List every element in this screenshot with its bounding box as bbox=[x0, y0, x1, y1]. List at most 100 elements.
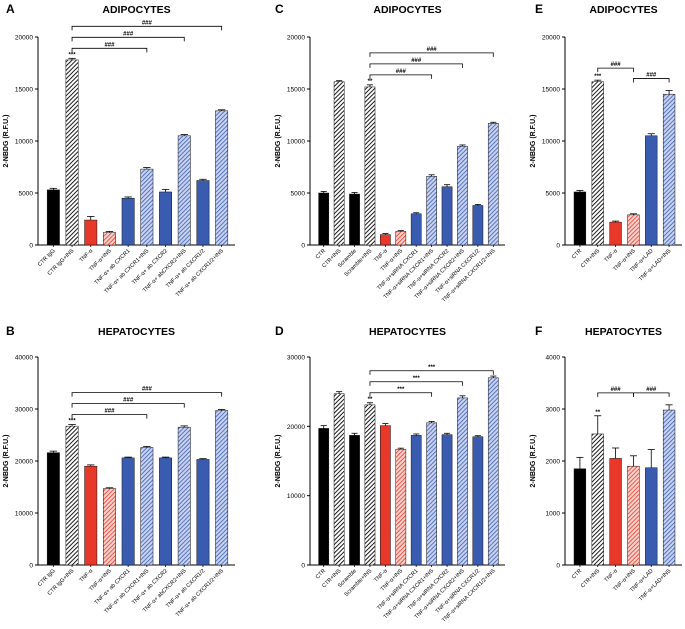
bracket-label: ### bbox=[123, 31, 134, 37]
bar bbox=[472, 436, 484, 566]
x-category-label: CTR bbox=[315, 248, 327, 260]
bar bbox=[426, 422, 437, 566]
y-tick-label: 0 bbox=[301, 563, 305, 570]
significance-bracket bbox=[633, 78, 670, 83]
panel-letter: A bbox=[6, 2, 15, 16]
bracket-label: ### bbox=[123, 398, 134, 404]
y-tick-label: 10000 bbox=[15, 511, 33, 518]
bar bbox=[487, 123, 499, 246]
significance-bracket bbox=[369, 392, 433, 397]
bracket-label: *** bbox=[413, 376, 421, 382]
bracket-label: *** bbox=[397, 387, 405, 393]
y-axis-label: 2-NBDG (R.F.U.) bbox=[530, 115, 537, 168]
bar bbox=[627, 465, 640, 566]
y-tick-label: 15000 bbox=[287, 87, 305, 94]
chart-title: HEPATOCYTES bbox=[369, 326, 446, 338]
y-tick-label: 40000 bbox=[15, 355, 33, 362]
significance-bracket bbox=[369, 381, 463, 386]
bar bbox=[364, 404, 376, 566]
bar bbox=[46, 189, 60, 246]
y-tick-label: 20000 bbox=[287, 35, 305, 42]
y-tick-label: 0 bbox=[301, 243, 305, 250]
x-category-label: TNF-α bbox=[603, 568, 619, 584]
bar bbox=[84, 219, 98, 246]
significance-bracket bbox=[71, 25, 223, 31]
significance-bracket bbox=[71, 392, 223, 397]
bar bbox=[318, 192, 330, 246]
y-axis-label: 2-NBDG (R.F.U.) bbox=[275, 435, 282, 488]
y-tick-label: 0 bbox=[556, 563, 560, 570]
bar bbox=[318, 428, 330, 566]
significance-label: ** bbox=[595, 410, 600, 416]
bar bbox=[103, 232, 116, 246]
significance-label: ** bbox=[368, 397, 373, 403]
chart-title: ADIPOCYTES bbox=[373, 4, 441, 16]
x-category-label: CTR+INS bbox=[580, 568, 601, 589]
panel-letter: E bbox=[535, 2, 543, 16]
y-tick-label: 20000 bbox=[15, 35, 33, 42]
bar bbox=[573, 191, 587, 246]
x-category-label: TNF-α bbox=[79, 248, 95, 264]
bar bbox=[349, 193, 360, 246]
bar bbox=[333, 393, 345, 566]
panel-letter: C bbox=[275, 2, 284, 16]
y-tick-label: 0 bbox=[556, 243, 560, 250]
panel-f: F HEPATOCYTES 2-NBDG (R.F.U.) 0 1000 2000 3000… bbox=[530, 324, 682, 603]
bar bbox=[591, 433, 604, 566]
y-tick-label: 5000 bbox=[19, 191, 34, 198]
significance-bracket bbox=[71, 403, 185, 408]
y-axis-label: 2-NBDG (R.F.U.) bbox=[275, 115, 282, 168]
panel-letter: D bbox=[275, 324, 284, 338]
panel-letter: F bbox=[535, 324, 542, 338]
bar bbox=[65, 59, 79, 246]
bar bbox=[609, 221, 622, 246]
significance-bracket bbox=[597, 67, 634, 73]
significance-bracket bbox=[71, 414, 148, 419]
y-tick-label: 30000 bbox=[15, 407, 33, 414]
bar bbox=[457, 145, 468, 246]
x-category-label: CTR bbox=[571, 568, 583, 580]
chart-title: HEPATOCYTES bbox=[585, 326, 662, 338]
bracket-label: ### bbox=[142, 387, 153, 393]
bar bbox=[457, 397, 468, 566]
bar bbox=[395, 231, 407, 246]
bracket-label: *** bbox=[428, 365, 436, 371]
panel-letter: B bbox=[6, 324, 15, 338]
bar bbox=[46, 452, 60, 566]
bar bbox=[662, 93, 676, 246]
y-tick-label: 2000 bbox=[546, 459, 561, 466]
y-tick-label: 20000 bbox=[15, 459, 33, 466]
y-tick-label: 10000 bbox=[287, 139, 305, 146]
bar bbox=[349, 435, 360, 566]
y-axis-label: 2-NBDG (R.F.U.) bbox=[3, 435, 10, 488]
bar bbox=[65, 425, 79, 566]
bar bbox=[487, 377, 499, 566]
y-tick-label: 10000 bbox=[287, 493, 305, 500]
x-category-label: CTR+INS bbox=[580, 248, 601, 269]
bar bbox=[609, 458, 622, 566]
bar bbox=[215, 110, 229, 246]
bar bbox=[441, 434, 453, 566]
y-tick-label: 15000 bbox=[542, 87, 560, 94]
x-category-label: TNF-α+LAD+INS bbox=[638, 568, 673, 603]
x-category-label: TNF-α+LAD+INS bbox=[638, 248, 673, 283]
bracket-label: ### bbox=[646, 387, 657, 393]
bar bbox=[591, 81, 604, 246]
panel-a: A ADIPOCYTES 2-NBDG (R.F.U.) 0 5000 10000 1500… bbox=[3, 2, 235, 298]
significance-bracket bbox=[369, 63, 463, 68]
bar bbox=[426, 176, 437, 246]
bar bbox=[441, 186, 453, 246]
x-category-label: TNF-α bbox=[79, 568, 95, 584]
x-category-label: CTR bbox=[315, 568, 327, 580]
bar bbox=[380, 425, 391, 566]
bar bbox=[380, 234, 391, 246]
bar bbox=[573, 468, 587, 566]
y-tick-label: 10000 bbox=[542, 139, 560, 146]
panel-b: B HEPATOCYTES 2-NBDG (R.F.U.) 0 10000 20000 30… bbox=[3, 324, 235, 618]
bar bbox=[84, 465, 98, 566]
bar bbox=[645, 467, 658, 566]
bar bbox=[472, 205, 484, 246]
bracket-label: ### bbox=[104, 42, 115, 48]
bar bbox=[140, 168, 154, 246]
